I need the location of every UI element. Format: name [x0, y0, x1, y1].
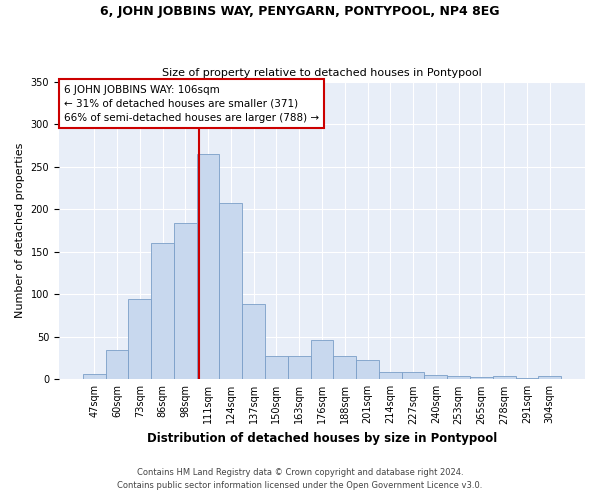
Bar [174, 223, 197, 380]
Bar [151, 243, 174, 380]
Bar [538, 376, 561, 380]
Bar [515, 378, 538, 380]
Bar [311, 340, 334, 380]
Text: 6, JOHN JOBBINS WAY, PENYGARN, PONTYPOOL, NP4 8EG: 6, JOHN JOBBINS WAY, PENYGARN, PONTYPOOL… [100, 5, 500, 18]
X-axis label: Distribution of detached houses by size in Pontypool: Distribution of detached houses by size … [147, 432, 497, 445]
Bar [470, 377, 493, 380]
Bar [447, 376, 470, 380]
Bar [128, 300, 151, 380]
Bar [242, 304, 265, 380]
Bar [197, 154, 220, 380]
Bar [288, 356, 311, 380]
Y-axis label: Number of detached properties: Number of detached properties [15, 142, 25, 318]
Title: Size of property relative to detached houses in Pontypool: Size of property relative to detached ho… [162, 68, 482, 78]
Bar [356, 360, 379, 380]
Bar [424, 375, 447, 380]
Text: 6 JOHN JOBBINS WAY: 106sqm
← 31% of detached houses are smaller (371)
66% of sem: 6 JOHN JOBBINS WAY: 106sqm ← 31% of deta… [64, 84, 319, 122]
Bar [334, 356, 356, 380]
Bar [220, 203, 242, 380]
Bar [83, 374, 106, 380]
Bar [401, 372, 424, 380]
Bar [265, 356, 288, 380]
Bar [493, 376, 515, 380]
Bar [379, 372, 401, 380]
Bar [106, 350, 128, 380]
Text: Contains HM Land Registry data © Crown copyright and database right 2024.
Contai: Contains HM Land Registry data © Crown c… [118, 468, 482, 490]
